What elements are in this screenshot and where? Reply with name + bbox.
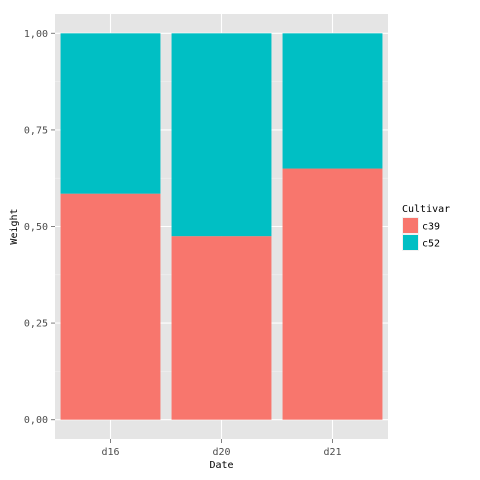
y-tick-label: 0,75: [24, 125, 48, 136]
legend-swatch-c39: [403, 218, 418, 233]
x-tick-label: d20: [212, 447, 230, 458]
bar-d20-c52: [171, 33, 272, 237]
legend-title: Cultivar: [402, 204, 450, 215]
legend: Cultivar c39 c52: [402, 204, 450, 251]
y-axis-title: Weight: [9, 208, 20, 244]
x-tick-label: d16: [101, 447, 119, 458]
bar-d21-c39: [282, 168, 383, 420]
y-axis: 0,00 0,25 0,50 0,75 1,00: [24, 29, 55, 426]
bar-d21-c52: [282, 33, 383, 169]
y-tick-label: 0,00: [24, 415, 48, 426]
legend-label-c39: c39: [422, 222, 440, 233]
x-tick-label: d21: [323, 447, 341, 458]
bar-d16-c39: [60, 193, 161, 420]
y-tick-label: 0,50: [24, 222, 48, 233]
bar-d16-c52: [60, 33, 161, 194]
y-tick-label: 0,25: [24, 319, 48, 330]
bar-group: [60, 33, 383, 420]
legend-label-c52: c52: [422, 239, 440, 250]
x-axis-title: Date: [209, 460, 233, 471]
legend-swatch-c52: [403, 235, 418, 250]
x-axis: d16 d20 d21: [101, 439, 342, 458]
bar-d20-c39: [171, 236, 272, 420]
y-tick-label: 1,00: [24, 29, 48, 40]
